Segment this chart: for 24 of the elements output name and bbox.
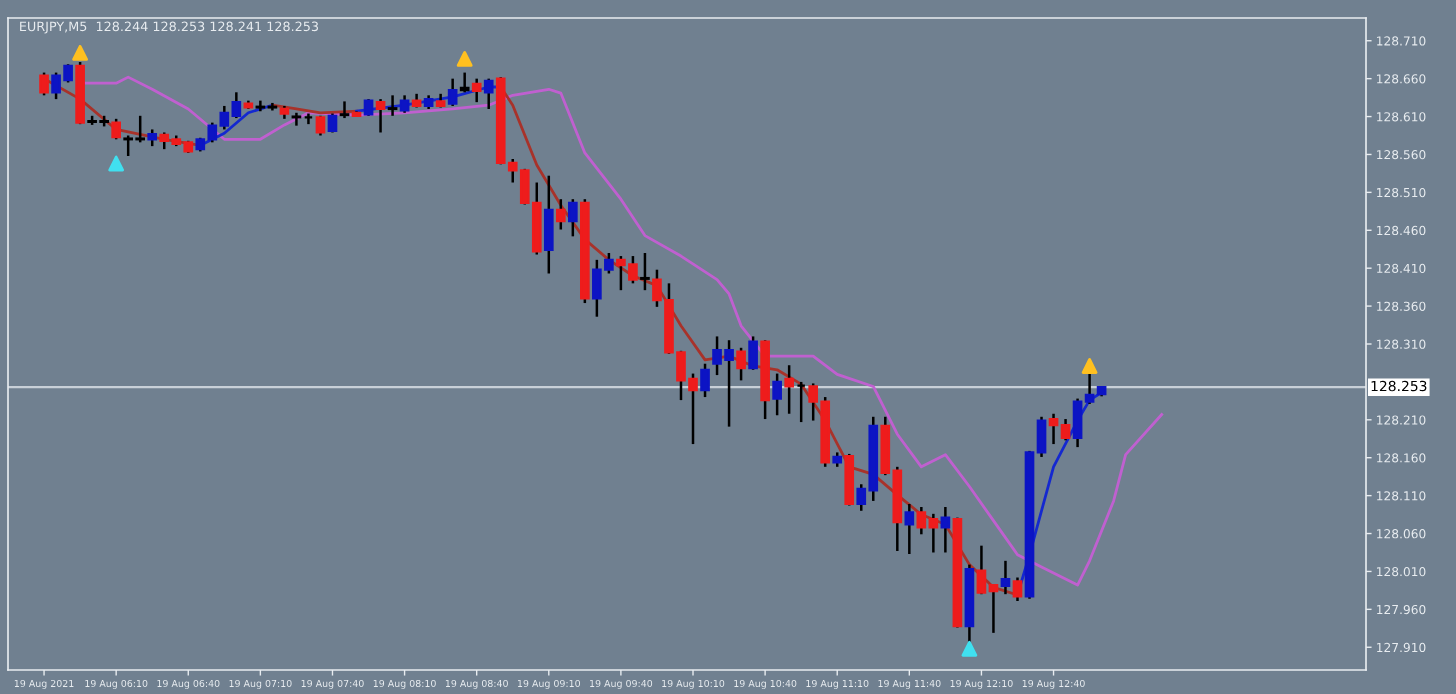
point <box>72 44 89 61</box>
candlestick <box>904 502 915 556</box>
candlestick <box>459 71 470 94</box>
candlestick <box>291 111 302 127</box>
point <box>108 155 125 172</box>
candlestick <box>940 505 951 554</box>
point <box>1081 358 1098 374</box>
candlestick <box>555 197 566 231</box>
candlestick <box>568 197 578 238</box>
candlestick <box>1000 559 1011 596</box>
candlestick <box>339 100 350 120</box>
candlestick <box>772 372 782 417</box>
candlestick <box>640 251 650 292</box>
candlestick <box>1012 576 1023 603</box>
candlestick <box>700 362 710 399</box>
candlestick <box>736 346 746 382</box>
candlestick <box>543 174 554 275</box>
point <box>456 51 473 67</box>
candlestick <box>844 452 855 507</box>
candlestick <box>748 335 758 372</box>
point <box>961 640 978 657</box>
candlestick <box>483 77 494 111</box>
candlestick <box>39 71 49 97</box>
candlestick <box>387 94 398 118</box>
